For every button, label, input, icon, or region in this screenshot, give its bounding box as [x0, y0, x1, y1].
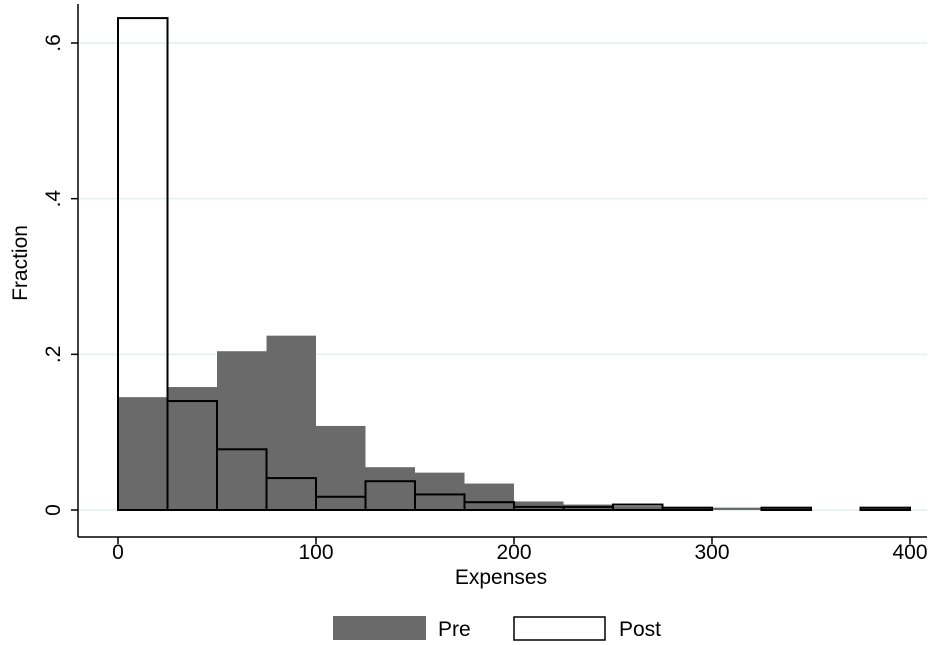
x-tick-label: 200: [496, 541, 531, 564]
y-tick-label: .4: [42, 190, 65, 208]
legend-label-post: Post: [619, 618, 661, 641]
bar-pre: [464, 483, 514, 510]
bar-post: [859, 506, 911, 512]
legend-swatch-pre: [333, 616, 426, 640]
y-tick-label: 0: [42, 504, 65, 516]
legend-swatch-post: [513, 616, 606, 641]
bar-post: [760, 506, 812, 512]
axes: 0 .2 .4 .6 0 100 200 300 400: [42, 4, 928, 564]
x-axis-title: Expenses: [455, 566, 547, 589]
x-tick-label: 300: [694, 541, 729, 564]
y-tick-label: .2: [42, 346, 65, 364]
bar-pre: [613, 506, 663, 510]
x-tick-label: 0: [112, 541, 124, 564]
bar-post: [265, 477, 317, 512]
bar-pre: [415, 472, 465, 510]
bar-pre: [217, 351, 267, 510]
bar-pre: [118, 397, 168, 510]
y-axis-title: Fraction: [9, 225, 32, 301]
pre-series-bars: [118, 335, 910, 510]
bar-pre: [365, 467, 415, 510]
x-tick-label: 400: [892, 541, 927, 564]
bar-post: [117, 17, 169, 512]
bar-pre: [514, 501, 564, 510]
y-tick-label: .6: [42, 34, 65, 52]
x-tick-label: 100: [298, 541, 333, 564]
legend-label-pre: Pre: [438, 618, 471, 641]
bar-pre: [167, 387, 217, 510]
bar-pre: [266, 335, 316, 510]
bar-pre: [712, 507, 762, 510]
legend: Pre Post: [333, 616, 661, 641]
bar-pre: [761, 507, 811, 510]
post-series-bars: [117, 17, 911, 512]
bar-pre: [662, 507, 712, 510]
bar-post: [661, 506, 713, 512]
